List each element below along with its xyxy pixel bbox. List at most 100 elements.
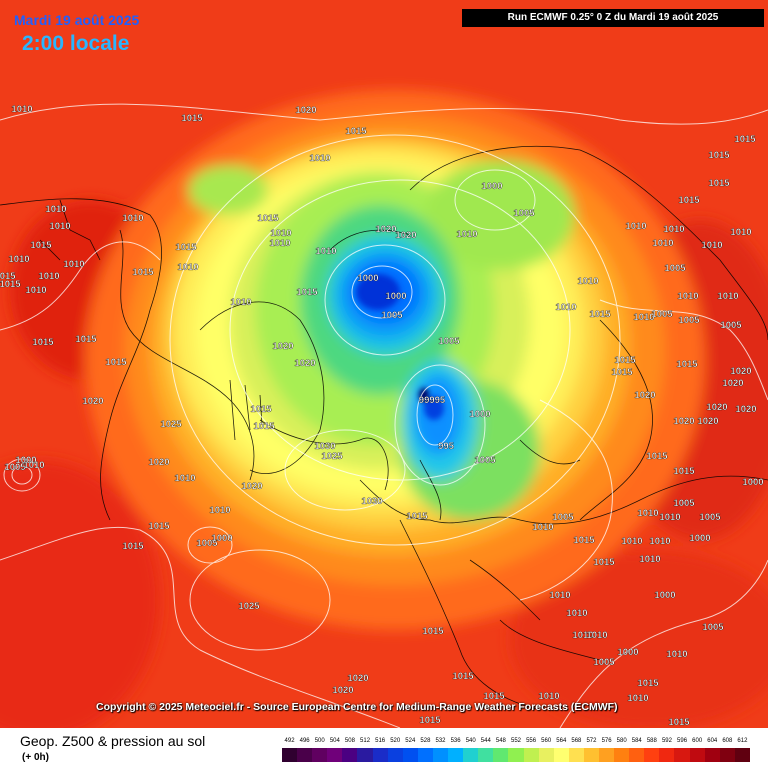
scale-value: 516 xyxy=(375,738,386,744)
isobar-label: 1010 xyxy=(633,312,654,323)
isobar-label: 1010 xyxy=(456,229,477,240)
isobar-label: 1010 xyxy=(532,522,553,533)
isobar-label: 1015 xyxy=(573,535,595,546)
scale-value: 576 xyxy=(601,738,612,744)
isobar-label: 1010 xyxy=(730,227,751,238)
isobar-label: 1010 xyxy=(11,104,32,115)
scale-value: 524 xyxy=(405,738,416,744)
isobar-label: 1015 xyxy=(419,715,441,726)
scale-swatch xyxy=(583,748,599,762)
scale-swatch xyxy=(629,748,645,762)
isobar-label: 1015 xyxy=(452,671,474,682)
scale-swatch xyxy=(614,748,630,762)
isobar-label: 1015 xyxy=(345,126,367,137)
scale-value: 548 xyxy=(495,738,506,744)
isobar-label: 1000 xyxy=(689,533,710,544)
legend-subtitle: (+ 0h) xyxy=(22,752,49,763)
isobar-label: 1015 xyxy=(483,691,505,702)
isobar-label: 1010 xyxy=(209,505,230,516)
scale-swatch xyxy=(523,748,539,762)
isobar-label: 1005 xyxy=(699,512,721,523)
isobar-label: 1010 xyxy=(637,508,658,519)
isobar-label: 1020 xyxy=(706,402,727,413)
scale-swatch xyxy=(734,748,750,762)
scale-value: 572 xyxy=(586,738,597,744)
isobar-label: 1015 xyxy=(422,626,444,637)
isobar-label: 1010 xyxy=(625,221,646,232)
isobar-label: 1015 xyxy=(181,113,203,124)
scale-swatch xyxy=(598,748,615,762)
scale-swatch xyxy=(372,748,388,762)
forecast-date: Mardi 19 août 2025 xyxy=(14,12,140,28)
scale-swatch xyxy=(644,748,660,762)
isobar-label: 1020 xyxy=(722,378,743,389)
isobar-label: 1005 xyxy=(552,512,574,523)
isobar-label: 1015 xyxy=(0,279,21,290)
isobar-label: 1010 xyxy=(269,238,290,249)
isobar-label: 1015 xyxy=(132,267,154,278)
isobar-label: 1015 xyxy=(589,309,611,320)
isobar-label: 1020 xyxy=(735,404,756,415)
isobar-label: 1010 xyxy=(45,204,66,215)
isobar-label: 99995 xyxy=(419,395,446,406)
scale-value: 612 xyxy=(737,738,748,744)
isobar-label: 1010 xyxy=(8,254,29,265)
isobar-label: 1025 xyxy=(238,601,260,612)
scale-swatch xyxy=(538,748,554,762)
scale-value: 512 xyxy=(360,738,371,744)
isobar-label: 1015 xyxy=(637,678,659,689)
scale-swatch xyxy=(553,748,569,762)
scale-swatch xyxy=(493,748,509,762)
scale-swatch xyxy=(297,748,313,762)
isobar-label: 1010 xyxy=(309,153,330,164)
isobar-label: 1010 xyxy=(549,590,570,601)
scale-swatch xyxy=(312,748,328,762)
isobar-label: 1015 xyxy=(0,271,16,282)
scale-value: 500 xyxy=(314,738,325,744)
scale-value: 540 xyxy=(465,738,476,744)
scale-value: 580 xyxy=(616,738,627,744)
isobar-label: 1010 xyxy=(649,536,670,547)
isobar-label: 1015 xyxy=(32,337,54,348)
isobar-label: 1005 xyxy=(381,310,403,321)
scale-value: 592 xyxy=(661,738,672,744)
scale-value: 560 xyxy=(541,738,552,744)
isobar-label: 1020 xyxy=(395,230,416,241)
isobar-label: 1025 xyxy=(160,419,182,430)
isobar-label: 1020 xyxy=(241,481,262,492)
isobar-label: 1005 xyxy=(438,336,460,347)
scale-value: 556 xyxy=(526,738,537,744)
scale-swatch xyxy=(659,748,675,762)
isobar-label: 1015 xyxy=(253,421,275,432)
isobar-label: 1015 xyxy=(678,195,700,206)
isobar-label: 1015 xyxy=(593,557,615,568)
isobar-label: 1015 xyxy=(257,213,279,224)
isobar-label: 1005 xyxy=(474,455,496,466)
forecast-local-time: 2:00 locale xyxy=(22,32,130,55)
isobar-label: 1005 xyxy=(4,462,26,473)
isobar-label: 1000 xyxy=(654,590,675,601)
isobar-label: 1030 xyxy=(314,441,335,452)
isobar-label: 1010 xyxy=(677,291,698,302)
isobar-label: 1010 xyxy=(555,302,576,313)
low-pressure-cores xyxy=(356,274,444,420)
isobar-label: 1010 xyxy=(270,228,291,239)
isobar-label: 1005 xyxy=(664,263,686,274)
forecast-map: 1010101510201015101010001005101010151015… xyxy=(0,0,768,728)
isobar-label: 1020 xyxy=(294,358,315,369)
scale-value: 600 xyxy=(692,738,703,744)
isobar-label: 1000 xyxy=(481,181,502,192)
isobar-label: 1010 xyxy=(701,240,722,251)
scale-swatch xyxy=(689,748,705,762)
scale-value: 532 xyxy=(435,738,446,744)
isobar-label: 1005 xyxy=(673,498,695,509)
scale-swatch xyxy=(432,748,449,762)
legend-panel: Geop. Z500 & pression au sol (+ 0h) 492 4… xyxy=(0,728,768,768)
isobar-label: 1015 xyxy=(646,451,668,462)
scale-swatch xyxy=(704,748,720,762)
isobar-label: 1015 xyxy=(250,404,272,415)
scale-value: 504 xyxy=(329,738,340,744)
isobar-label: 1015 xyxy=(676,359,698,370)
scale-value: 596 xyxy=(677,738,688,744)
scale-swatch xyxy=(282,748,298,762)
